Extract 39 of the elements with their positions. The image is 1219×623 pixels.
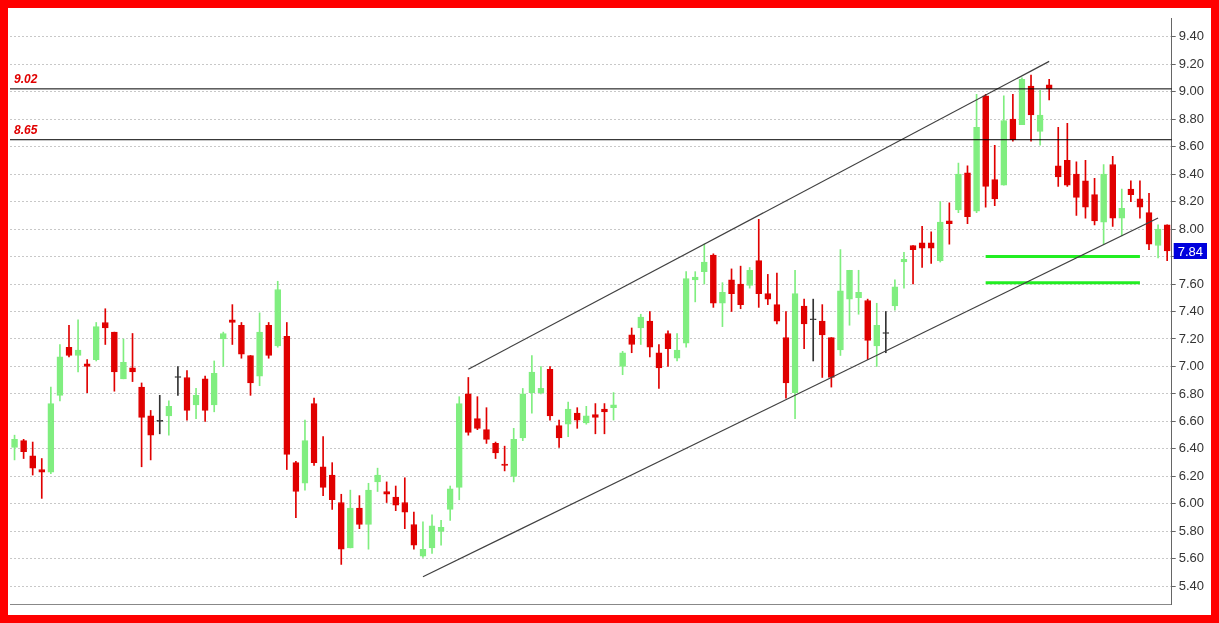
y-tick-label: 6.40 [1178,440,1205,456]
candlestick [764,274,772,305]
y-tick-label: 5.80 [1178,522,1205,538]
candlestick [401,477,409,529]
candlestick [165,400,173,436]
candlestick [909,245,917,285]
candlestick [1054,127,1062,187]
y-tick-label: 7.00 [1178,358,1205,374]
y-tick-label: 6.60 [1178,413,1205,429]
candlestick [537,366,545,395]
ref-line-label: 8.65 [14,123,38,138]
candlestick [219,331,227,367]
y-tick-label: 9.00 [1178,83,1205,99]
y-tick-label: 9.40 [1178,28,1205,44]
y-tick-label: 8.60 [1178,138,1205,154]
candlestick [101,308,109,345]
annotation: 7.84 [1177,243,1204,259]
ref-line-label: 9.02 [14,72,38,87]
candlestick [83,359,91,393]
y-tick-label: 7.60 [1178,275,1205,291]
y-tick-label: 5.40 [1178,577,1205,593]
candlestick [927,231,935,264]
candlestick [818,304,826,378]
candlestick [918,225,926,268]
y-tick-label: 6.80 [1178,385,1205,401]
candlestick [437,520,445,546]
y-tick-label: 9.20 [1178,55,1205,71]
candlestick [809,298,817,362]
y-tick-label: 5.60 [1178,550,1205,566]
y-tick-label: 6.00 [1178,495,1205,511]
y-tick-label: 7.20 [1178,330,1205,346]
candlestick [38,458,46,499]
y-tick-label: 8.80 [1178,110,1205,126]
candlestick [1118,188,1126,237]
y-tick-label: 6.20 [1178,467,1205,483]
y-tick-label: 7.40 [1178,303,1205,319]
y-tick-label: 8.40 [1178,165,1205,181]
y-tick-label: 8.20 [1178,193,1205,209]
y-tick-label: 8.00 [1178,220,1205,236]
